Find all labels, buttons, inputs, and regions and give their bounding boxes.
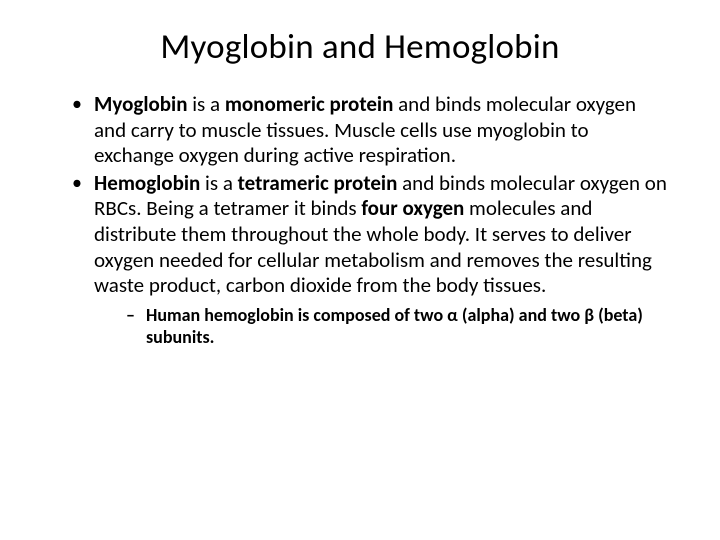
bold-mid: tetrameric protein (238, 170, 398, 196)
slide: Myoglobin and Hemoglobin Myoglobin is a … (0, 0, 720, 540)
text: is a (187, 91, 224, 117)
text: is a (200, 170, 237, 196)
bold-mid: monomeric protein (225, 91, 394, 117)
sub-bullet-list: Human hemoglobin is composed of two α (a… (94, 305, 672, 349)
bullet-item-myoglobin: Myoglobin is a monomeric protein and bin… (76, 92, 672, 169)
bullet-item-hemoglobin: Hemoglobin is a tetrameric protein and b… (76, 171, 672, 349)
sub-bullet-item: Human hemoglobin is composed of two α (a… (128, 305, 672, 349)
bullet-list: Myoglobin is a monomeric protein and bin… (48, 92, 672, 349)
bold-lead: Hemoglobin (94, 170, 200, 196)
bold-lead: Myoglobin (94, 91, 187, 117)
page-title: Myoglobin and Hemoglobin (48, 26, 672, 68)
bold-four: four oxygen (361, 195, 464, 221)
